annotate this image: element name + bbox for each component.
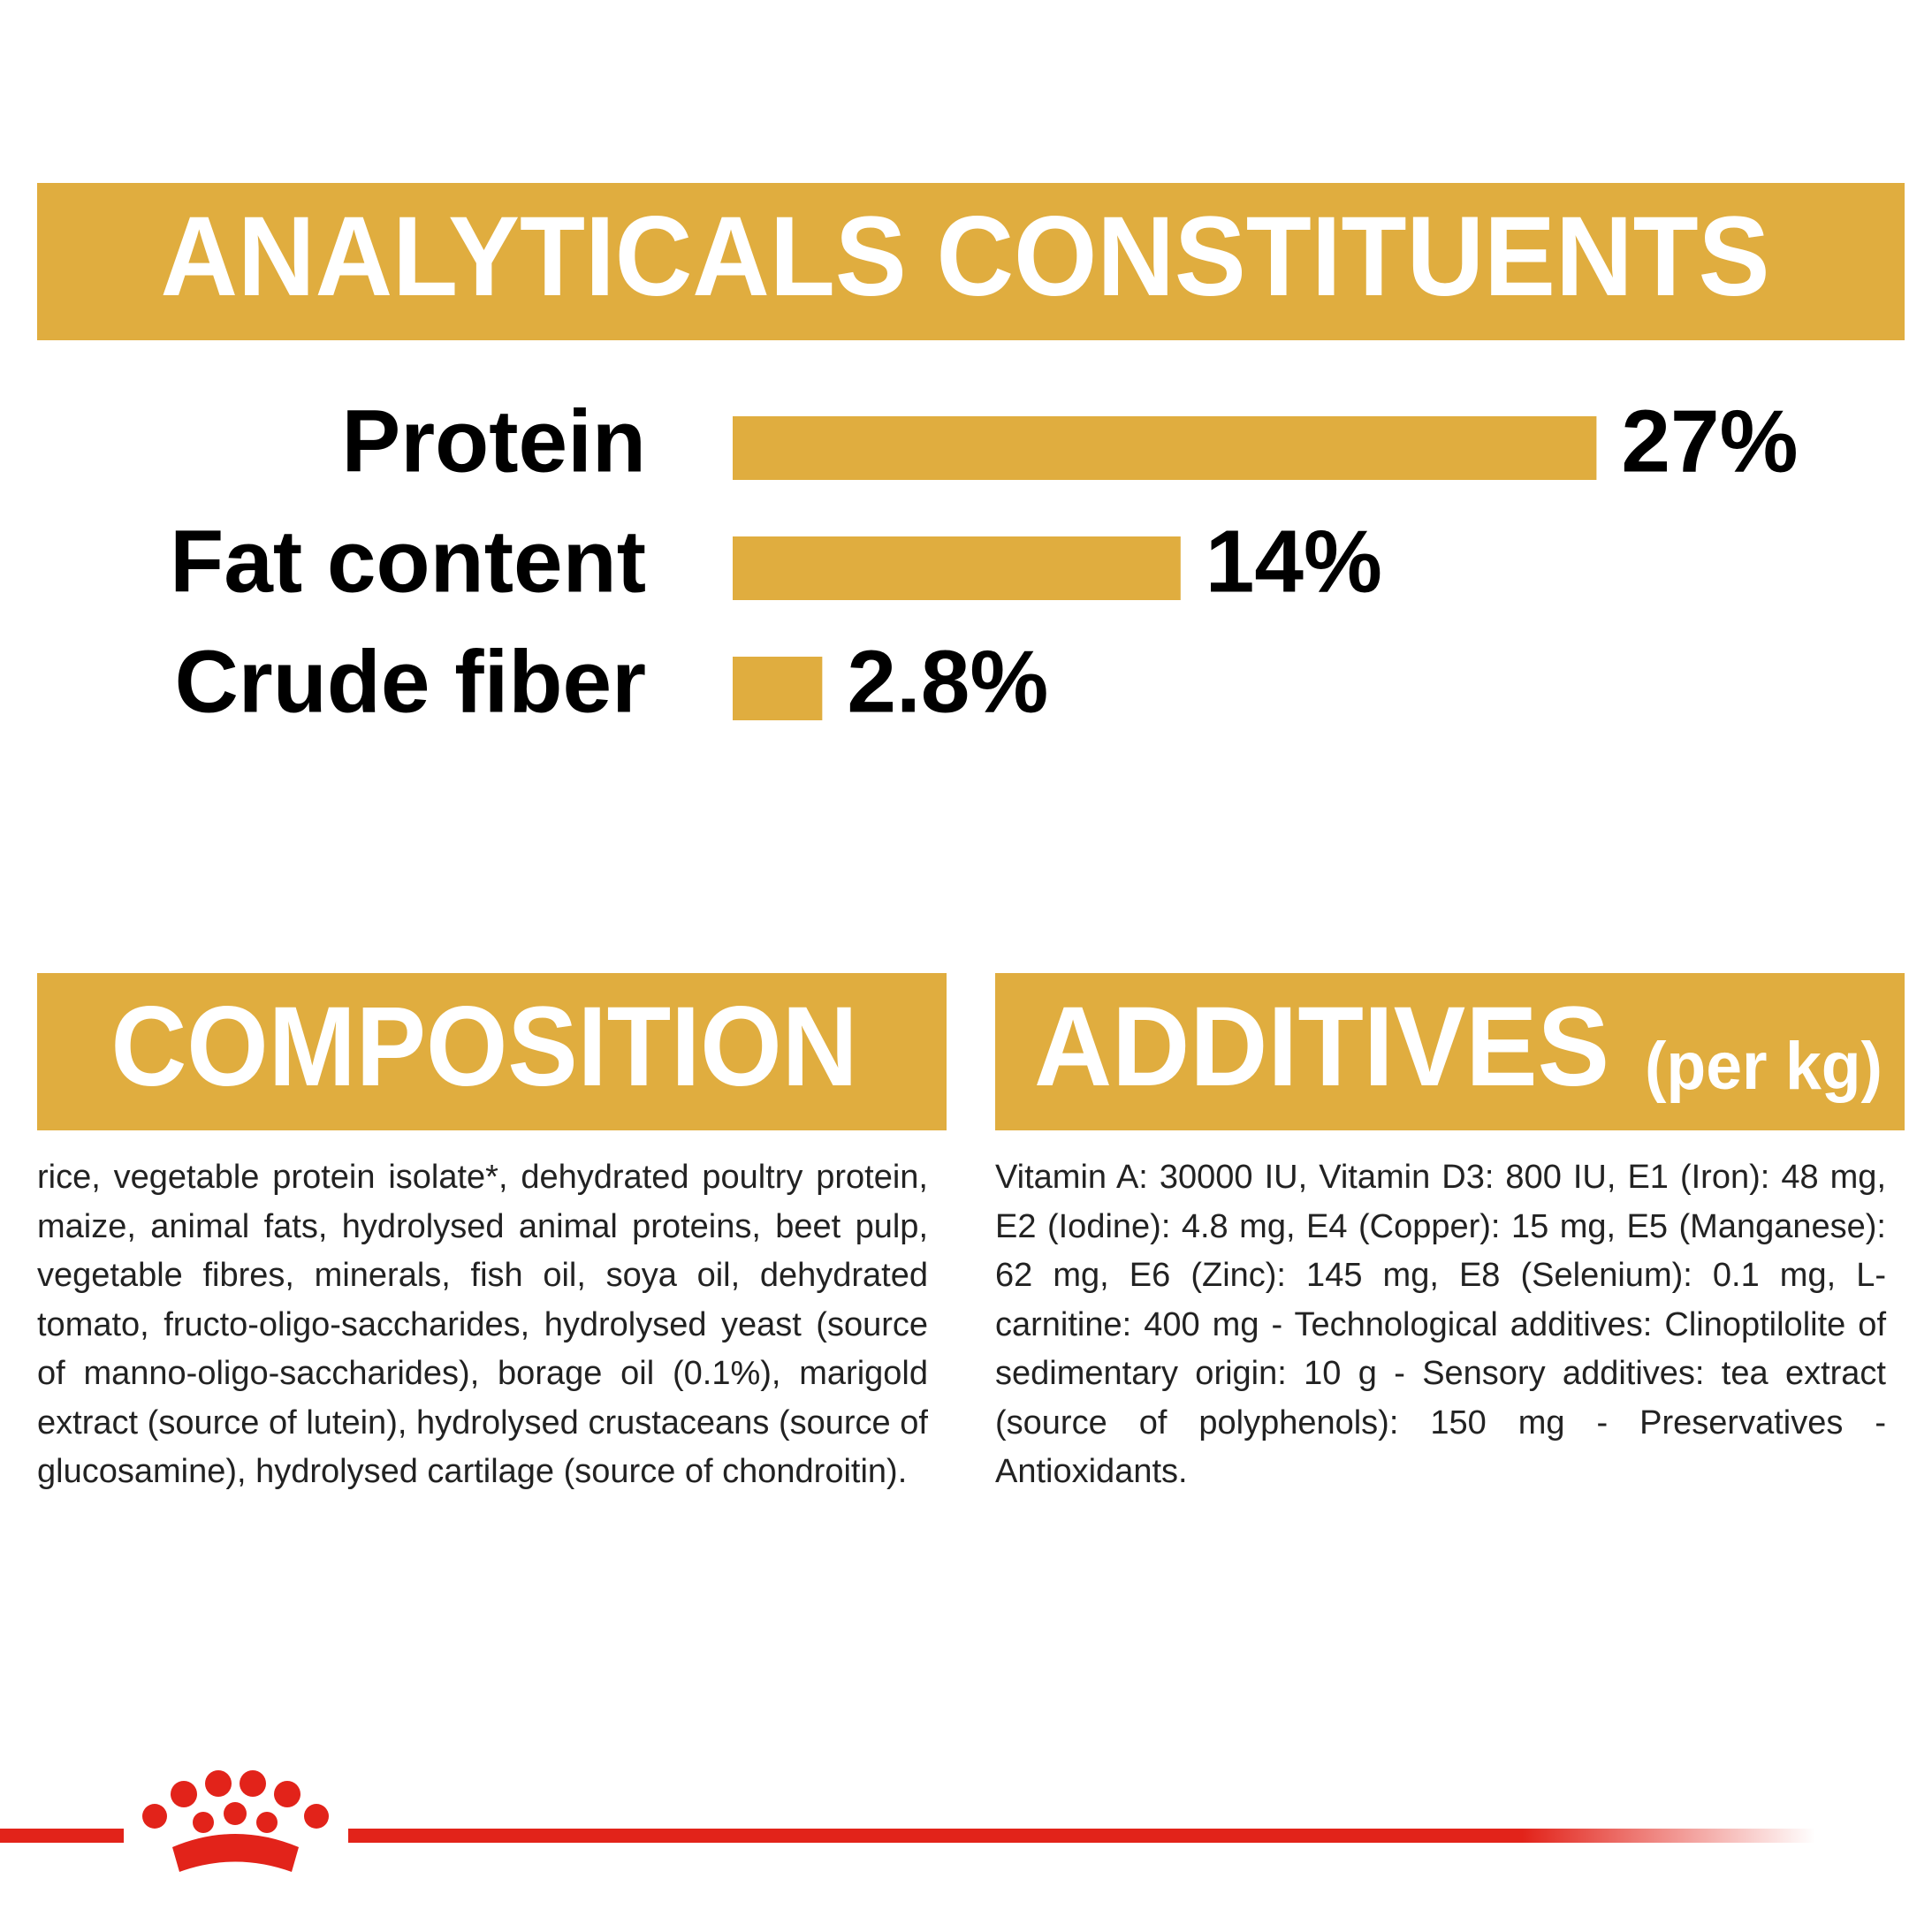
chart-title: ANALYTICALS CONSTITUENTS	[161, 194, 1770, 320]
category-label: Crude fiber	[175, 632, 646, 731]
value-label: 27%	[1621, 392, 1798, 491]
title-banner	[37, 183, 1905, 340]
category-label: Protein	[342, 392, 646, 491]
bar	[733, 416, 1597, 480]
footer-line	[348, 1829, 1815, 1843]
composition-title: COMPOSITION	[111, 984, 858, 1110]
additives-unit: (per kg)	[1645, 1029, 1883, 1104]
bar	[733, 536, 1181, 600]
additives-title: ADDITIVES	[1034, 984, 1609, 1110]
value-label: 2.8%	[847, 632, 1048, 731]
bar-chart: Protein 27% Fat content 14% Crude fiber 2.8%	[170, 392, 1798, 731]
composition-banner	[37, 973, 947, 1130]
value-label: 14%	[1206, 512, 1382, 611]
composition-text: rice, vegetable protein isolate*, dehydr…	[37, 1159, 928, 1490]
logo	[142, 1770, 329, 1872]
additives-text: Vitamin A: 30000 IU, Vitamin D3: 800 IU,…	[995, 1159, 1886, 1490]
bar	[733, 657, 823, 720]
category-label: Fat content	[170, 512, 646, 611]
footer-line	[0, 1829, 124, 1843]
additives-banner	[995, 973, 1905, 1130]
